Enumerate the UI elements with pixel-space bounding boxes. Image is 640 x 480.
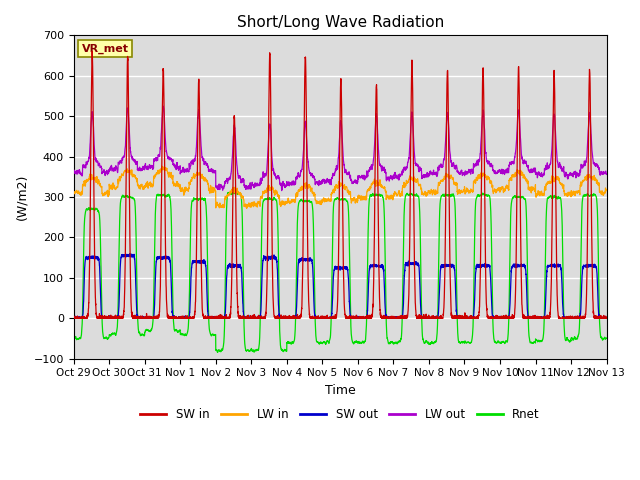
LW out bbox=[70, 169, 77, 175]
SW in bbox=[88, 48, 96, 54]
LW in bbox=[460, 187, 467, 192]
SW out bbox=[70, 315, 77, 321]
Rnet bbox=[232, 188, 240, 194]
Rnet bbox=[321, 339, 328, 345]
Line: SW in: SW in bbox=[74, 51, 607, 318]
Title: Short/Long Wave Radiation: Short/Long Wave Radiation bbox=[237, 15, 444, 30]
LW in bbox=[70, 191, 77, 196]
LW in bbox=[321, 198, 328, 204]
X-axis label: Time: Time bbox=[324, 384, 355, 397]
LW out bbox=[602, 171, 610, 177]
SW in bbox=[603, 315, 611, 321]
Rnet bbox=[166, 193, 173, 199]
Rnet bbox=[214, 349, 221, 355]
LW in bbox=[603, 187, 611, 192]
Rnet bbox=[602, 336, 610, 341]
SW out bbox=[602, 314, 610, 320]
LW out bbox=[460, 171, 467, 177]
LW out bbox=[490, 168, 497, 173]
Rnet bbox=[70, 335, 77, 341]
SW out bbox=[460, 315, 467, 321]
SW in bbox=[602, 315, 610, 321]
Text: VR_met: VR_met bbox=[82, 44, 129, 54]
Line: Rnet: Rnet bbox=[74, 191, 607, 352]
SW in bbox=[166, 315, 173, 321]
Y-axis label: (W/m2): (W/m2) bbox=[15, 174, 28, 220]
Rnet bbox=[603, 336, 611, 341]
LW in bbox=[490, 189, 497, 194]
Rnet bbox=[490, 335, 497, 340]
LW in bbox=[243, 205, 251, 211]
SW out bbox=[430, 315, 438, 321]
SW out bbox=[490, 315, 497, 321]
LW in bbox=[166, 171, 173, 177]
LW in bbox=[158, 163, 166, 169]
SW out bbox=[166, 255, 173, 261]
Legend: SW in, LW in, SW out, LW out, Rnet: SW in, LW in, SW out, LW out, Rnet bbox=[136, 403, 545, 426]
Line: SW out: SW out bbox=[74, 254, 607, 318]
LW in bbox=[602, 188, 610, 193]
SW in bbox=[70, 315, 77, 321]
LW out bbox=[321, 179, 328, 185]
Line: LW out: LW out bbox=[74, 106, 607, 191]
LW out bbox=[159, 103, 167, 109]
LW out bbox=[430, 171, 438, 177]
LW out bbox=[278, 188, 285, 193]
SW in bbox=[460, 315, 467, 321]
SW out bbox=[320, 315, 328, 321]
LW out bbox=[166, 155, 173, 161]
SW in bbox=[490, 315, 497, 321]
LW out bbox=[603, 171, 611, 177]
SW out bbox=[603, 315, 611, 321]
Line: LW in: LW in bbox=[74, 166, 607, 208]
SW in bbox=[321, 313, 328, 319]
Rnet bbox=[430, 339, 438, 345]
LW in bbox=[430, 190, 438, 196]
Rnet bbox=[460, 339, 467, 345]
SW in bbox=[70, 315, 77, 321]
SW out bbox=[126, 251, 134, 257]
SW in bbox=[430, 315, 438, 321]
